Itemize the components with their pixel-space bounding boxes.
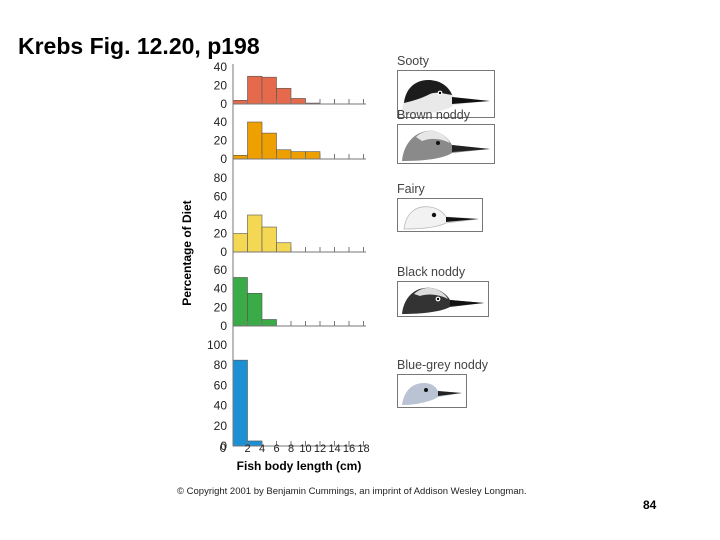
slide-title: Krebs Fig. 12.20, p198 (18, 33, 260, 59)
y-tick-label-1-2: 40 (214, 115, 228, 129)
bar-2-3 (276, 242, 292, 253)
bird-label-black-noddy: Black noddy (397, 265, 466, 279)
bird-panel-brown-noddy: Brown noddy (397, 108, 495, 164)
y-tick-label-0-0: 0 (220, 97, 227, 111)
x-tick-label-8: 18 (357, 443, 369, 455)
x-tick-label-6: 14 (328, 443, 340, 455)
bird-panel-blue-grey-noddy: Blue-grey noddy (397, 358, 488, 408)
x-tick-label-4: 10 (299, 443, 311, 455)
chart-marks: 0 20 40 0 20 40 0 20 40 60 80 0 20 40 60 0 20 40 60 80 100 2 4… (207, 60, 370, 455)
y-tick-label-3-0: 0 (220, 319, 227, 333)
bird-panel-fairy: Fairy (397, 182, 483, 232)
blue-grey-noddy-illustration (397, 374, 467, 408)
fairy-tern-illustration (397, 198, 483, 232)
bar-0-1 (247, 75, 263, 105)
x-tick-label-0: 2 (244, 443, 250, 455)
y-tick-label-3-2: 40 (214, 282, 228, 296)
bar-1-4 (290, 151, 306, 160)
bird-panel-black-noddy: Black noddy (397, 265, 489, 317)
x-tick-label-1: 4 (259, 443, 265, 455)
bar-0-0 (232, 100, 248, 105)
bar-0-2 (261, 76, 277, 105)
bar-0-4 (290, 98, 306, 105)
bird-label-fairy: Fairy (397, 182, 425, 196)
bar-2-1 (247, 214, 263, 253)
y-tick-label-0-1: 20 (214, 79, 228, 93)
x-tick-label-7: 16 (343, 443, 355, 455)
sooty-tern-illustration (397, 70, 495, 118)
y-tick-label-3-3: 60 (214, 263, 228, 277)
bar-4-0 (232, 359, 248, 447)
x-axis-label: Fish body length (cm) (237, 459, 362, 473)
bar-3-1 (247, 293, 263, 327)
bar-1-0 (232, 155, 248, 160)
x-tick-label-zero: 0 (220, 441, 227, 455)
y-tick-label-2-3: 60 (214, 190, 228, 204)
bar-1-2 (261, 132, 277, 160)
y-tick-label-1-1: 20 (214, 134, 228, 148)
y-axis-label: Percentage of Diet (180, 200, 194, 305)
black-noddy-illustration (397, 281, 489, 317)
y-tick-label-2-1: 20 (214, 227, 228, 241)
y-tick-label-3-1: 20 (214, 300, 228, 314)
bar-2-0 (232, 233, 248, 253)
bar-0-3 (276, 87, 292, 105)
bar-2-2 (261, 226, 277, 253)
bar-3-0 (232, 277, 248, 327)
y-tick-label-4-0: 0 (220, 439, 227, 453)
bird-panel-sooty: Sooty (397, 54, 495, 118)
x-tick-label-3: 8 (288, 443, 294, 455)
y-tick-label-2-0: 0 (220, 245, 227, 259)
copyright-notice: © Copyright 2001 by Benjamin Cummings, a… (177, 486, 527, 497)
bar-1-3 (276, 149, 292, 160)
y-tick-label-2-2: 40 (214, 208, 228, 222)
y-tick-label-2-4: 80 (214, 171, 228, 185)
y-tick-label-4-3: 60 (214, 378, 228, 392)
bird-label-blue-grey-noddy: Blue-grey noddy (397, 358, 489, 372)
y-tick-label-4-4: 80 (214, 358, 228, 372)
bar-1-5 (305, 151, 321, 160)
bar-1-1 (247, 121, 263, 160)
bird-label-brown-noddy: Brown noddy (397, 108, 470, 122)
bar-3-2 (261, 319, 277, 327)
x-tick-label-5: 12 (314, 443, 326, 455)
bird-label-sooty: Sooty (397, 54, 429, 68)
page-number: 84 (643, 498, 657, 512)
y-tick-label-1-0: 0 (220, 152, 227, 166)
y-tick-label-4-1: 20 (214, 419, 228, 433)
brown-noddy-illustration (397, 124, 495, 164)
y-tick-label-4-2: 40 (214, 399, 228, 413)
x-tick-label-2: 6 (273, 443, 279, 455)
y-tick-label-0-2: 40 (214, 60, 228, 74)
y-tick-label-4-5: 100 (207, 338, 227, 352)
